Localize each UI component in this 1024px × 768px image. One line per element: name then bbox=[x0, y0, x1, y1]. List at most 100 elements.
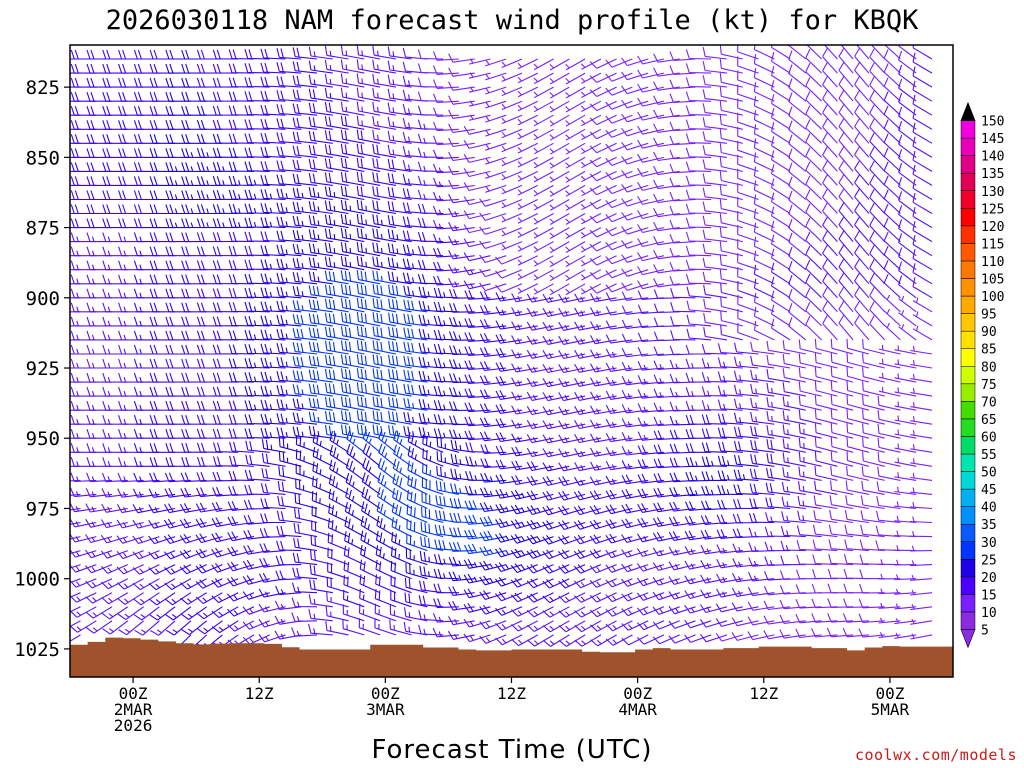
wind-barb bbox=[196, 456, 223, 467]
wind-barb bbox=[485, 170, 507, 179]
wind-barb bbox=[244, 77, 270, 88]
wind-barb bbox=[859, 583, 885, 594]
wind-barb bbox=[340, 185, 365, 201]
wind-barb bbox=[753, 166, 775, 186]
wind-barb bbox=[387, 116, 412, 130]
x-tick-label: 3MAR bbox=[366, 700, 405, 719]
wind-barb bbox=[912, 52, 933, 74]
wind-barb bbox=[387, 215, 412, 229]
wind-barb bbox=[533, 128, 554, 141]
wind-barb bbox=[329, 445, 349, 467]
wind-barb bbox=[805, 175, 822, 200]
colorbar-label: 100 bbox=[981, 290, 1004, 305]
wind-barb bbox=[589, 578, 617, 588]
wind-barb bbox=[402, 131, 428, 144]
wind-barb bbox=[324, 130, 349, 144]
wind-barb bbox=[448, 571, 475, 582]
wind-barb bbox=[324, 158, 349, 172]
wind-barb bbox=[533, 72, 554, 85]
wind-barb bbox=[701, 344, 728, 355]
wind-barb bbox=[308, 327, 333, 341]
wind-barb bbox=[260, 118, 286, 130]
wind-barb bbox=[684, 501, 712, 511]
wind-barb bbox=[418, 342, 444, 355]
wind-barb bbox=[495, 503, 523, 514]
wind-barb bbox=[733, 384, 759, 397]
wind-barb bbox=[589, 128, 617, 140]
wind-barb bbox=[276, 525, 302, 538]
wind-barb bbox=[909, 501, 933, 510]
wind-barb bbox=[883, 322, 901, 341]
wind-barb bbox=[163, 550, 192, 560]
wind-barb bbox=[324, 256, 349, 271]
wind-barb bbox=[621, 432, 649, 442]
wind-barb bbox=[417, 203, 444, 215]
wind-barb bbox=[605, 549, 633, 559]
wind-barb bbox=[858, 628, 885, 638]
wind-barb bbox=[308, 243, 333, 257]
colorbar-label: 70 bbox=[981, 395, 997, 410]
wind-barb bbox=[404, 607, 428, 622]
wind-barb bbox=[862, 353, 885, 369]
wind-barb bbox=[260, 315, 286, 327]
wind-barb bbox=[798, 353, 822, 369]
wind-barb bbox=[308, 299, 333, 313]
wind-barb bbox=[669, 163, 696, 174]
wind-barb bbox=[844, 510, 869, 524]
wind-barb bbox=[356, 424, 381, 439]
wind-barb bbox=[164, 472, 191, 483]
wind-barb bbox=[479, 502, 507, 513]
wind-barb bbox=[479, 604, 507, 615]
wind-barb bbox=[433, 315, 459, 327]
chart-title: 2026030118 NAM forecast wind profile (kt… bbox=[106, 5, 920, 36]
wind-barb bbox=[308, 88, 333, 102]
wind-barb bbox=[870, 45, 886, 60]
wind-barb bbox=[720, 311, 743, 327]
colorbar-label: 20 bbox=[981, 571, 997, 586]
wind-barb bbox=[372, 144, 396, 158]
colorbar-label: 25 bbox=[981, 553, 997, 568]
wind-barb bbox=[324, 172, 349, 186]
wind-barb bbox=[181, 176, 207, 186]
wind-barb bbox=[605, 376, 633, 386]
wind-barb bbox=[292, 75, 318, 88]
wind-barb bbox=[854, 90, 870, 116]
wind-barb bbox=[766, 425, 791, 439]
wind-barb bbox=[501, 128, 523, 139]
wind-barb bbox=[750, 425, 775, 439]
wind-barb bbox=[432, 163, 459, 174]
wind-barb bbox=[479, 240, 507, 250]
wind-barb bbox=[685, 372, 712, 383]
wind-barb bbox=[653, 193, 680, 204]
wind-barb bbox=[805, 161, 822, 186]
wind-barb bbox=[70, 487, 97, 498]
wind-barb bbox=[70, 493, 81, 496]
wind-barb bbox=[910, 472, 933, 481]
wind-barb bbox=[422, 434, 444, 453]
wind-barb bbox=[869, 202, 886, 228]
wind-barb bbox=[590, 307, 617, 317]
wind-barb bbox=[781, 481, 806, 495]
wind-barb bbox=[580, 142, 602, 155]
wind-barb bbox=[510, 519, 538, 530]
wind-barb bbox=[822, 286, 838, 313]
wind-barb bbox=[276, 300, 302, 313]
wind-barb bbox=[356, 410, 381, 425]
wind-barb bbox=[450, 453, 475, 467]
wind-barb bbox=[402, 117, 428, 130]
wind-barb bbox=[292, 215, 318, 229]
wind-barb bbox=[406, 533, 428, 552]
wind-barb bbox=[70, 507, 81, 511]
wind-barb bbox=[854, 272, 870, 299]
colorbar-segment bbox=[960, 541, 976, 560]
wind-barb bbox=[324, 312, 349, 327]
wind-barb bbox=[260, 483, 286, 495]
wind-barb bbox=[308, 201, 333, 215]
wind-barb bbox=[854, 160, 870, 186]
colorbar-segment bbox=[960, 172, 976, 191]
wind-barb bbox=[326, 591, 349, 608]
wind-barb bbox=[510, 504, 538, 515]
wind-barb bbox=[636, 592, 665, 601]
wind-barb bbox=[356, 73, 381, 88]
wind-barb bbox=[463, 196, 491, 206]
